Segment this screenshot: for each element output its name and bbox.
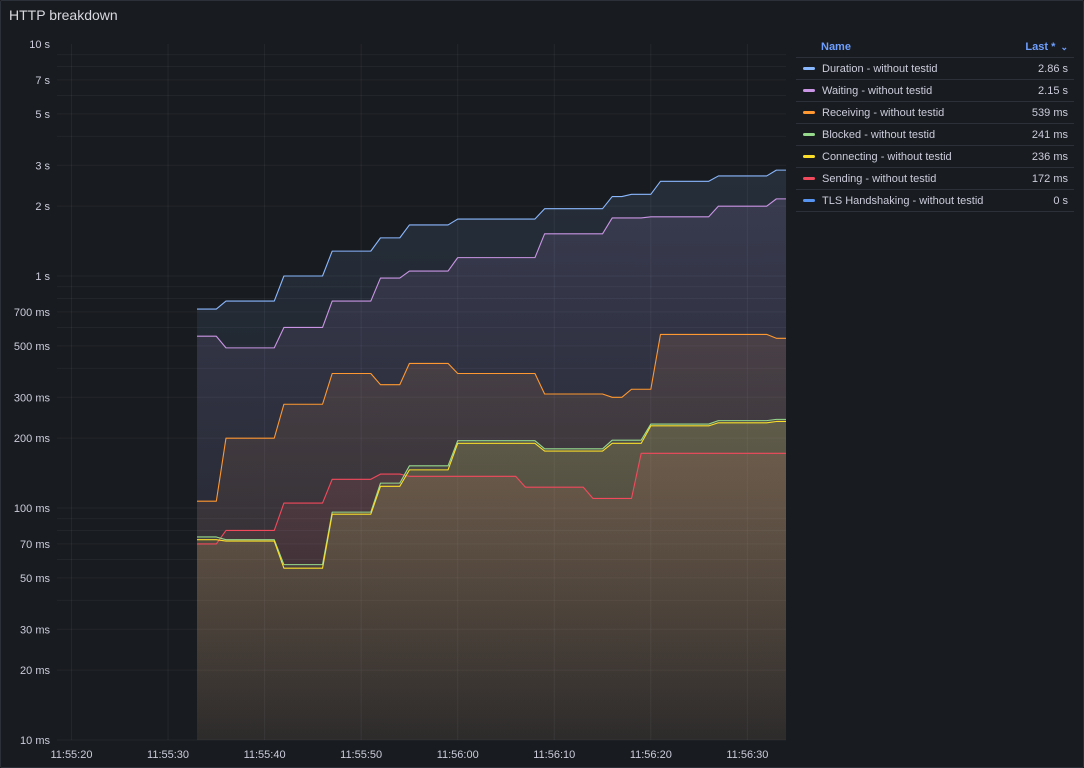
chevron-down-icon: ⌄ [1060, 41, 1068, 52]
y-tick-label: 10 ms [20, 735, 50, 747]
y-tick-label: 200 ms [14, 433, 51, 445]
y-tick-label: 700 ms [14, 307, 51, 319]
legend-item[interactable]: Blocked - without testid 241 ms [796, 124, 1074, 146]
legend-color-swatch [803, 66, 815, 71]
series-line [197, 420, 786, 569]
x-tick-label: 11:56:00 [437, 749, 479, 761]
legend-color-swatch [803, 132, 815, 137]
y-tick-label: 30 ms [20, 624, 50, 636]
legend-item-label: Blocked - without testid [822, 128, 936, 141]
series-area-fill [197, 170, 787, 741]
legend-color-swatch [803, 88, 815, 93]
x-tick-label: 11:55:50 [340, 749, 382, 761]
legend-item-series[interactable]: TLS Handshaking - without testid [803, 195, 983, 207]
legend-item[interactable]: Sending - without testid 172 ms [796, 168, 1074, 190]
legend-item-value: 241 ms [1031, 128, 1068, 141]
legend-item-series[interactable]: Receiving - without testid [803, 107, 944, 119]
y-tick-label: 10 s [29, 39, 50, 51]
legend-header: Name Last * ⌄ [796, 36, 1074, 58]
legend-item-value: 2.15 s [1038, 84, 1068, 97]
x-tick-label: 11:55:30 [147, 749, 189, 761]
y-tick-label: 1 s [35, 271, 50, 283]
y-tick-label: 2 s [35, 201, 50, 213]
legend-name-header[interactable]: Name [821, 40, 851, 53]
legend-item-label: Connecting - without testid [822, 150, 952, 163]
y-tick-label: 50 ms [20, 573, 50, 585]
x-tick-label: 11:55:20 [50, 749, 92, 761]
legend-item-label: Receiving - without testid [822, 106, 945, 119]
legend-item-value: 2.86 s [1038, 62, 1068, 75]
series-line [197, 418, 786, 566]
legend-color-swatch [803, 110, 815, 115]
x-tick-label: 11:56:10 [533, 749, 575, 761]
y-tick-label: 70 ms [20, 539, 50, 551]
legend-rows: Duration - without testid 2.86 s Waiting -… [796, 58, 1074, 212]
legend-item-value: 0 s [1053, 194, 1068, 207]
legend-item-label: Waiting - without testid [822, 84, 933, 97]
time-series-chart[interactable]: 10 s 7 s 5 s 3 s 2 s 1 s 700 ms 500 ms 300 ms 200… [0, 0, 790, 768]
legend-item-label: TLS Handshaking - without testid [822, 194, 984, 207]
legend-item-series[interactable]: Connecting - without testid [803, 151, 952, 163]
legend-item-series[interactable]: Sending - without testid [803, 173, 936, 185]
x-tick-label: 11:55:40 [244, 749, 286, 761]
y-tick-label: 300 ms [14, 392, 51, 404]
y-tick-label: 20 ms [20, 665, 50, 677]
legend-item-label: Duration - without testid [822, 62, 938, 75]
legend-item-label: Sending - without testid [822, 172, 937, 185]
legend-item-value: 539 ms [1031, 106, 1068, 119]
legend-value-header-label: Last * [1025, 40, 1056, 53]
legend-item-value: 236 ms [1031, 150, 1068, 163]
x-tick-label: 11:56:30 [726, 749, 768, 761]
series-line [197, 333, 786, 502]
legend-color-swatch [803, 198, 815, 203]
legend-item[interactable]: Receiving - without testid 539 ms [796, 102, 1074, 124]
series-line [197, 169, 786, 310]
legend-item[interactable]: Waiting - without testid 2.15 s [796, 80, 1074, 102]
legend-item[interactable]: Connecting - without testid 236 ms [796, 146, 1074, 168]
legend-item-series[interactable]: Duration - without testid [803, 63, 938, 75]
series-line [197, 198, 786, 349]
legend-item-value: 172 ms [1031, 172, 1068, 185]
legend-item[interactable]: TLS Handshaking - without testid 0 s [796, 190, 1074, 212]
y-tick-label: 7 s [35, 75, 50, 87]
x-tick-label: 11:56:20 [630, 749, 672, 761]
legend-color-swatch [803, 154, 815, 159]
y-tick-label: 3 s [35, 160, 50, 172]
y-tick-label: 100 ms [14, 503, 51, 515]
series-line [197, 452, 786, 545]
legend-item[interactable]: Duration - without testid 2.86 s [796, 58, 1074, 80]
legend-item-series[interactable]: Waiting - without testid [803, 85, 932, 97]
legend-value-header[interactable]: Last * ⌄ [1025, 41, 1068, 53]
legend: Name Last * ⌄ Duration - without testid 2… [796, 36, 1074, 212]
legend-item-series[interactable]: Blocked - without testid [803, 129, 935, 141]
y-tick-label: 5 s [35, 109, 50, 121]
y-tick-label: 500 ms [14, 341, 51, 353]
legend-color-swatch [803, 176, 815, 181]
panel-title[interactable]: HTTP breakdown [9, 7, 118, 23]
